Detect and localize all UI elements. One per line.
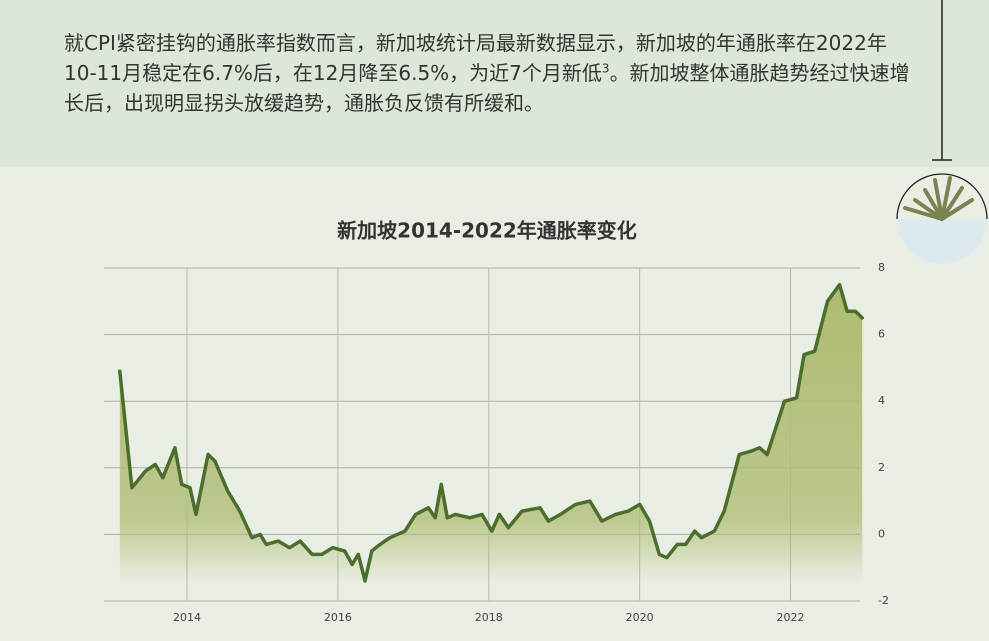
line [118,282,864,583]
area [119,284,863,583]
y-tick-label: 4 [878,394,885,407]
plant-decoration [896,0,988,264]
y-tick-label: -2 [878,594,889,607]
text: 。新加坡整体通胀趋势经过快速增长后，出现明显拐头放缓趋势，通胀负反馈有所缓和。 [64,61,910,115]
x-tick-label: 2016 [324,611,352,624]
y-tick-label: 6 [878,328,885,341]
y-tick-label: 0 [878,527,885,540]
chart-title: 新加坡2014-2022年通胀率变化 [337,219,637,243]
x-tick-label: 2022 [777,611,805,624]
x-tick-label: 2014 [173,611,201,624]
intro-text: 就CPI紧密挂钩的通胀率指数而言，新加坡统计局最新数据显示，新加坡的年通胀率在2… [64,28,914,118]
x-tick-label: 2020 [626,611,654,624]
y-tick-label: 2 [878,461,885,474]
intro-band: 就CPI紧密挂钩的通胀率指数而言，新加坡统计局最新数据显示，新加坡的年通胀率在2… [0,0,989,167]
x-tick-label: 2018 [475,611,503,624]
y-tick-label: 8 [878,261,885,274]
footnote-ref: 3 [601,61,610,76]
text: 就CPI紧密挂钩的通胀率指数而言，新加坡统计局最新数据显示，新加坡的年通胀率在2… [64,31,887,85]
